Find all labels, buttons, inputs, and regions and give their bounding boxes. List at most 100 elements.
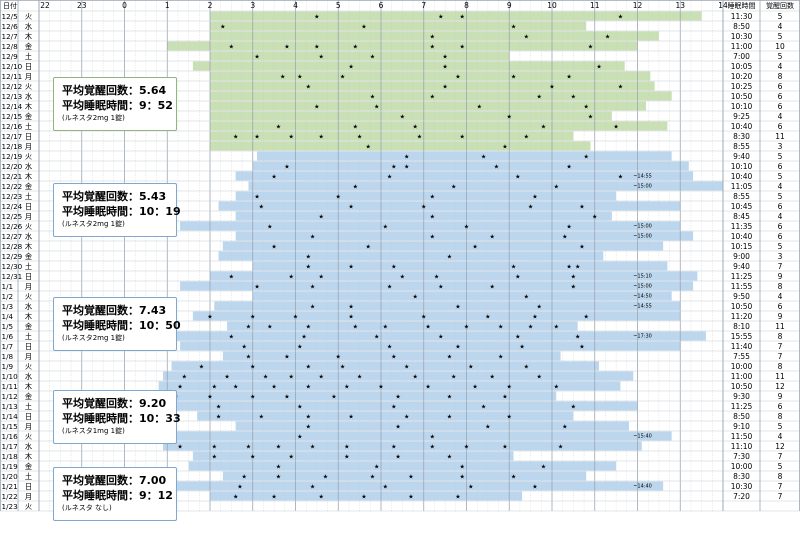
row-date: 1/20 [2,472,19,481]
summary-sleep-avg: 平均睡眠時間：9：12 [62,489,173,502]
wake-mark: ★ [340,364,345,371]
row-date: 12/23 [2,192,23,201]
row-date: 1/11 [2,382,18,391]
row-sleep-time: 11:00 [731,42,753,51]
row-weekday: 水 [25,232,32,241]
row-sleep-time: 8:55 [733,142,750,151]
row-wake-count: 4 [778,432,783,441]
wake-mark: ★ [293,314,298,321]
wake-mark: ★ [310,444,315,451]
row-weekday: 土 [25,192,32,201]
sleep-bar [210,141,591,151]
wake-mark: ★ [489,374,494,381]
wake-mark: ★ [318,54,323,61]
wake-mark: ★ [233,134,238,141]
wake-mark: ★ [460,134,465,141]
summary-wake-avg: 平均覚醒回数：9.20 [62,397,167,410]
wake-mark: ★ [579,344,584,351]
wake-mark: ★ [310,284,315,291]
wake-mark: ★ [318,374,323,381]
wake-mark: ★ [246,324,251,331]
x-tick-label: 1 [165,1,170,10]
wake-mark: ★ [519,344,524,351]
wake-mark: ★ [212,384,217,391]
row-weekday: 月 [25,352,32,361]
row-sleep-time: 10:40 [731,172,753,181]
wake-mark: ★ [306,424,311,431]
row-wake-count: 11 [775,372,785,381]
wake-mark: ★ [447,254,452,261]
summary-box-3: 平均覚醒回数：7.43 平均睡眠時間：10：50 (ルネスタ2mg 1錠) [53,297,181,351]
wake-mark: ★ [536,94,541,101]
wake-mark: ★ [408,474,413,481]
wake-mark: ★ [494,164,499,171]
wake-mark: ★ [613,124,618,131]
row-date: 12/13 [2,92,23,101]
header-wake-count-label: 覚醒回数 [766,1,794,10]
row-weekday: 木 [25,32,32,41]
row-wake-count: 9 [778,272,783,281]
wake-mark: ★ [532,194,537,201]
wake-mark: ★ [511,74,516,81]
row-weekday: 日 [25,482,32,491]
x-tick-label: 12 [633,1,643,10]
wake-mark: ★ [468,484,473,491]
header-date-label: 日付 [3,1,17,10]
wake-mark: ★ [618,174,623,181]
sleep-bar [210,21,587,31]
row-wake-count: 3 [778,252,783,261]
sleep-bar [150,391,557,401]
wake-mark: ★ [524,34,529,41]
wake-mark: ★ [618,14,623,21]
sleep-bar [210,121,668,131]
row-weekday: 木 [25,102,32,111]
wake-mark: ★ [408,494,413,501]
row-weekday: 火 [25,222,32,231]
wake-mark: ★ [417,134,422,141]
row-sleep-time: 8:45 [733,212,750,221]
wake-mark: ★ [592,214,597,221]
row-date: 1/2 [2,292,14,301]
wake-mark: ★ [430,94,435,101]
row-sleep-time: 10:00 [731,362,753,371]
wake-time-note: ~14:55 [633,304,652,310]
wake-mark: ★ [361,24,366,31]
wake-mark: ★ [498,324,503,331]
wake-mark: ★ [276,474,281,481]
wake-mark: ★ [259,204,264,211]
row-sleep-time: 10:30 [731,482,753,491]
wake-mark: ★ [229,334,234,341]
row-date: 1/22 [2,492,18,501]
wake-mark: ★ [199,364,204,371]
wake-mark: ★ [464,324,469,331]
row-sleep-time: 7:00 [733,52,750,61]
row-date: 12/27 [2,232,23,241]
wake-mark: ★ [400,114,405,121]
wake-mark: ★ [511,474,516,481]
row-weekday: 土 [25,122,32,131]
wake-mark: ★ [532,484,537,491]
wake-mark: ★ [370,94,375,101]
wake-mark: ★ [554,324,559,331]
x-tick-label: 7 [421,1,426,10]
wake-mark: ★ [554,384,559,391]
wake-mark: ★ [605,34,610,41]
row-weekday: 月 [25,72,32,81]
wake-mark: ★ [276,464,281,471]
wake-mark: ★ [387,284,392,291]
wake-mark: ★ [566,264,571,271]
wake-mark: ★ [579,244,584,251]
wake-mark: ★ [575,334,580,341]
wake-mark: ★ [515,334,520,341]
row-date: 12/19 [2,152,23,161]
wake-mark: ★ [481,404,486,411]
wake-mark: ★ [233,494,238,501]
wake-mark: ★ [370,54,375,61]
wake-time-note: ~15:00 [633,234,652,240]
wake-mark: ★ [383,224,388,231]
wake-mark: ★ [395,424,400,431]
row-wake-count: 6 [778,402,783,411]
wake-mark: ★ [425,324,430,331]
row-date: 12/21 [2,172,23,181]
wake-mark: ★ [348,204,353,211]
